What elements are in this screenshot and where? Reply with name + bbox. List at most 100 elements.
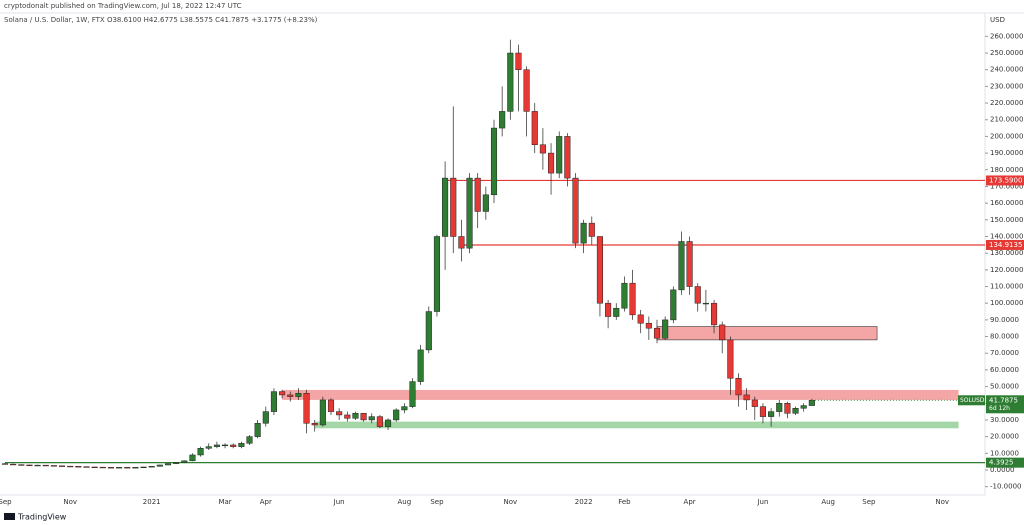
candle-body	[556, 136, 563, 174]
candle-body	[319, 399, 326, 426]
candle-body	[719, 324, 726, 341]
level-label: 173.5900	[989, 176, 1022, 184]
candle-body	[91, 466, 98, 469]
y-tick-label: 10.0000	[990, 449, 1019, 457]
currency-label: USD	[990, 16, 1005, 24]
y-tick-label: 220.0000	[990, 99, 1023, 107]
candle-body	[474, 177, 481, 212]
level-tag	[986, 457, 1024, 468]
candle-body	[197, 448, 204, 456]
brand-logo	[4, 513, 15, 520]
candle-body	[417, 349, 424, 382]
candle-body	[572, 177, 579, 244]
y-tick-label: 210.0000	[990, 116, 1023, 124]
footer-brand: TradingView	[17, 513, 67, 522]
candle-body	[482, 194, 489, 212]
y-tick-label: 160.0000	[990, 199, 1023, 207]
candle-body	[580, 222, 587, 244]
symbol-tag	[958, 395, 985, 406]
y-tick-label: 170.0000	[990, 182, 1023, 190]
y-tick-label: 240.0000	[990, 66, 1023, 74]
x-tick-label: Jun	[333, 498, 345, 506]
x-tick-label: Feb	[618, 498, 631, 506]
x-tick-label: Sep	[430, 498, 444, 506]
x-tick-label: 2022	[575, 498, 593, 506]
candle-body	[246, 436, 253, 444]
x-tick-label: Nov	[63, 498, 77, 506]
candle-body	[588, 222, 595, 237]
candle-body	[270, 391, 277, 412]
candle-body	[629, 282, 636, 316]
candle-body	[433, 236, 440, 312]
candle-body	[148, 466, 155, 468]
x-tick-label: 2021	[143, 498, 161, 506]
candle-body	[385, 419, 392, 427]
symbol-label: SOLUSD	[960, 397, 985, 404]
candle-body	[499, 111, 506, 129]
candle-body	[808, 400, 815, 406]
candle-body	[222, 444, 229, 447]
price-tag	[986, 395, 1024, 414]
candle-body	[776, 403, 783, 412]
candle-body	[507, 52, 514, 112]
candle-body	[735, 378, 742, 396]
level-tag	[986, 175, 1024, 186]
candle-body	[303, 393, 310, 424]
y-tick-label: 190.0000	[990, 149, 1023, 157]
candle-body	[621, 282, 628, 309]
candle-body	[694, 286, 701, 304]
y-tick-label: 250.0000	[990, 49, 1023, 57]
candle-body	[401, 406, 408, 411]
candle-body	[548, 152, 555, 174]
candle-body	[768, 411, 775, 417]
candle-body	[523, 69, 530, 112]
y-tick-label: 0.0000	[990, 466, 1015, 474]
y-tick-label: 30.0000	[990, 416, 1019, 424]
candle-body	[311, 423, 318, 426]
candle-body	[262, 411, 269, 424]
y-tick-label: 200.0000	[990, 132, 1023, 140]
candle-body	[751, 399, 758, 407]
candle-body	[173, 462, 180, 464]
x-tick-label: Nov	[935, 498, 949, 506]
candle-body	[83, 466, 90, 468]
candle-body	[596, 236, 604, 304]
candle-body	[653, 327, 661, 339]
candle-body	[645, 322, 652, 329]
candle-body	[490, 127, 498, 196]
candle-body	[466, 177, 473, 249]
candle-body	[376, 416, 383, 427]
y-tick-label: 100.0000	[990, 299, 1023, 307]
candle-body	[515, 52, 522, 70]
candle-body	[450, 177, 457, 237]
candle-body	[360, 413, 367, 421]
y-tick-label: 150.0000	[990, 216, 1023, 224]
y-tick-label: 130.0000	[990, 249, 1023, 257]
y-tick-label: 140.0000	[990, 232, 1023, 240]
candle-body	[368, 416, 375, 421]
x-tick-label: Sep	[0, 498, 12, 506]
candle-body	[99, 466, 106, 469]
candle-body	[531, 111, 538, 146]
candle-body	[393, 409, 400, 421]
candle-body	[637, 314, 644, 324]
x-tick-label: Mar	[218, 498, 231, 506]
y-tick-label: 70.0000	[990, 349, 1019, 357]
x-tick-label: Nov	[503, 498, 517, 506]
candle-body	[564, 136, 571, 179]
candle-body	[124, 467, 131, 469]
candle-body	[442, 177, 449, 237]
candle-body	[34, 464, 41, 467]
candle-body	[662, 319, 669, 339]
y-tick-label: 20.0000	[990, 433, 1019, 441]
symbol-info: Solana / U.S. Dollar, 1W, FTX O38.6100 H…	[4, 16, 318, 24]
x-tick-label: Aug	[821, 498, 835, 506]
candle-body	[254, 423, 261, 437]
candle-body	[279, 391, 286, 396]
level-tag	[986, 239, 1024, 250]
candle-body	[352, 413, 359, 419]
y-tick-label: 260.0000	[990, 32, 1023, 40]
zone	[314, 421, 959, 429]
candle-body	[164, 463, 172, 466]
